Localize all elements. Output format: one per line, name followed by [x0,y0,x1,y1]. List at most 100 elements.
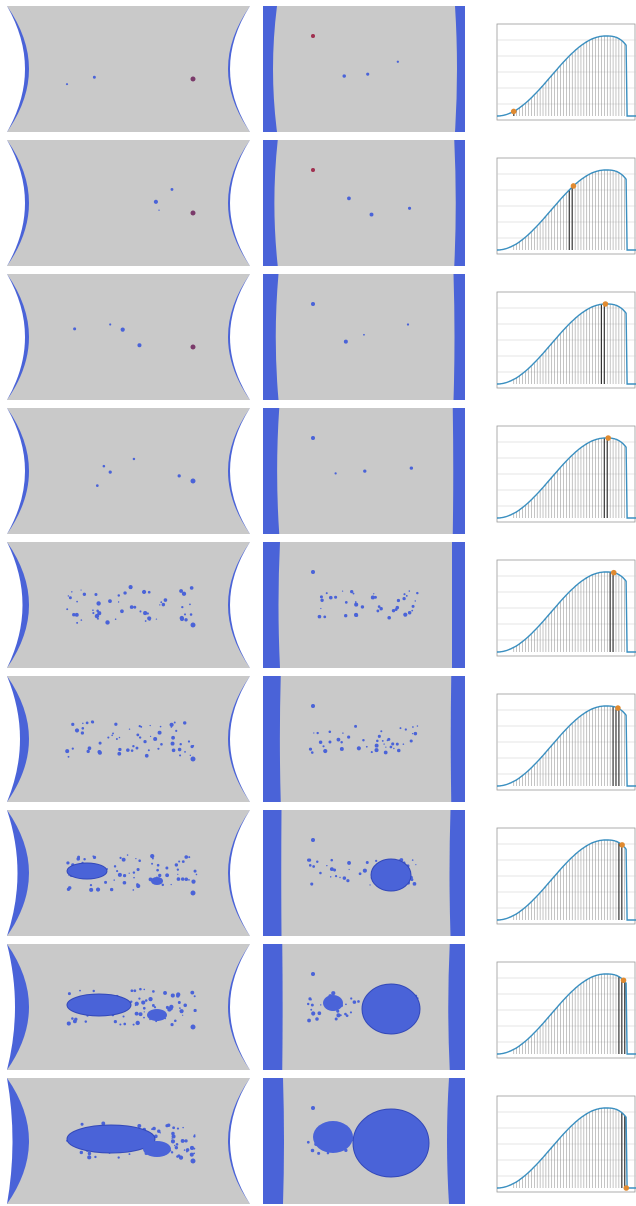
droplet [71,747,74,750]
droplet [340,740,343,744]
droplet [319,595,323,599]
droplet [92,989,95,993]
droplet [354,602,359,607]
droplet [148,996,153,1002]
seed-droplet [311,570,315,574]
electrode-left [263,6,277,132]
curve [497,35,636,117]
droplet [170,188,174,191]
droplet [135,857,137,860]
seed-droplet [190,890,196,896]
droplet [347,861,351,865]
sim-panel [7,408,250,534]
droplet [155,618,158,620]
droplet [309,998,312,1001]
curve [497,839,636,921]
droplet [317,1011,322,1016]
droplet [132,871,136,874]
droplet [326,864,328,867]
droplet [396,598,401,603]
electrode-right [448,944,465,1070]
droplet [404,728,407,731]
droplet [181,591,187,596]
droplet [158,873,162,878]
droplet [176,877,181,881]
seed-droplet [190,210,196,216]
droplet [363,469,367,473]
droplet [133,876,135,879]
droplet [408,590,411,592]
droplet [117,594,121,597]
electrode-right [452,408,465,534]
droplet [172,1126,175,1130]
droplet [183,1003,187,1008]
droplet [120,327,125,332]
bubble [352,1108,430,1178]
droplet [92,75,96,79]
droplet [79,989,81,992]
droplet [67,595,70,597]
droplet [144,999,148,1002]
bubble [361,983,421,1035]
droplet [179,742,182,746]
droplet [183,613,187,616]
current-marker [620,977,627,984]
droplet [402,596,406,601]
droplet [122,873,127,878]
droplet [383,743,385,745]
droplet [138,997,141,1000]
droplet [412,881,417,886]
droplet [317,614,322,619]
droplet [65,83,69,86]
droplet [84,1020,88,1023]
droplet [94,1155,97,1159]
droplet [97,611,102,616]
droplet [363,333,365,336]
droplet [369,212,374,217]
droplet [123,591,127,595]
droplet [375,744,377,747]
droplet [186,1150,188,1153]
droplet [141,1000,146,1005]
sim-panel [263,274,465,400]
droplet [87,746,92,750]
sim-panel [7,676,250,802]
droplet [119,1023,122,1026]
droplet [403,593,406,596]
droplet [380,730,383,733]
droplet [176,992,181,997]
droplet [397,748,401,753]
droplet [175,729,178,732]
droplet [169,722,174,727]
droplet [81,727,85,730]
droplet [180,877,185,881]
droplet [175,1143,179,1146]
electrode-left [263,1078,284,1204]
droplet [313,732,315,734]
droplet [160,601,163,604]
droplet [119,856,122,859]
droplet [345,1014,349,1018]
droplet [79,1150,84,1155]
droplet [95,484,99,487]
droplet [322,745,325,748]
droplet [184,855,189,859]
droplet [320,607,322,610]
droplet [329,876,332,878]
droplet [135,1020,140,1026]
droplet [82,592,87,596]
droplet [152,1126,156,1131]
droplet [352,592,355,595]
droplet [170,883,172,886]
droplet [170,993,175,998]
droplet [132,457,136,461]
current-marker [510,108,517,115]
electrode-right [452,542,465,668]
droplet [411,732,414,735]
gap-left [7,408,25,534]
droplet [170,1139,175,1144]
droplet [323,748,328,754]
droplet [143,1011,145,1013]
current-marker [570,183,577,189]
